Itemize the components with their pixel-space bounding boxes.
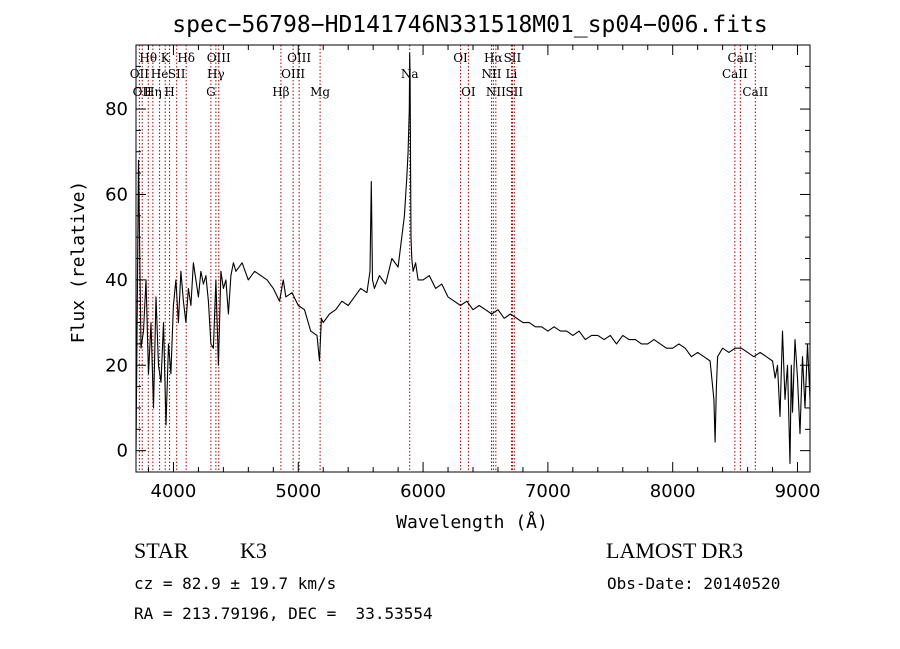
line-marker-label: Hθ: [139, 51, 157, 65]
emission-line-markers: [138, 45, 756, 472]
survey-name: LAMOST DR3: [606, 538, 744, 563]
x-axis-ticks: 4000 5000 6000 7000 8000 9000: [147, 45, 821, 502]
coordinates-text: RA = 213.79196, DEC = 33.53554: [134, 604, 433, 623]
line-marker-label: SII: [504, 51, 522, 65]
x-axis-label: Wavelength (Å): [396, 511, 548, 533]
x-tick-label: 8000: [650, 481, 696, 502]
y-tick-label: 0: [117, 441, 128, 462]
x-tick-label: 7000: [525, 481, 571, 502]
line-marker-label: Hη: [144, 85, 162, 99]
y-tick-label: 40: [105, 270, 128, 291]
y-tick-label: 20: [105, 355, 128, 376]
redshift-text: cz = 82.9 ± 19.7 km/s: [134, 574, 337, 593]
chart-title: spec−56798−HD141746N331518M01_sp04−006.f…: [172, 12, 767, 38]
y-axis-label: Flux (relative): [68, 181, 89, 344]
line-marker-label: Hα: [484, 51, 503, 65]
x-tick-label: 4000: [151, 481, 197, 502]
line-marker-label: Li: [506, 67, 518, 81]
line-marker-label: SII: [505, 85, 523, 99]
y-tick-label: 80: [105, 99, 128, 120]
line-marker-label: H: [164, 85, 174, 99]
flux-series-line: [135, 52, 811, 465]
spectral-subclass: K3: [240, 538, 267, 563]
line-marker-label: CaII: [727, 51, 753, 65]
line-marker-label: Hβ: [272, 85, 289, 99]
obs-date-text: Obs-Date: 20140520: [607, 574, 781, 593]
line-marker-label: Mg: [310, 85, 330, 99]
plot-frame: [135, 44, 811, 473]
x-tick-label: 6000: [400, 481, 446, 502]
line-marker-label: CaII: [722, 67, 748, 81]
line-marker-label: OIII: [287, 51, 311, 65]
line-marker-label: CaII: [742, 85, 768, 99]
line-marker-label: K: [161, 51, 171, 65]
line-marker-label: NII: [486, 85, 506, 99]
x-tick-label: 9000: [775, 481, 821, 502]
line-marker-label: OII: [130, 67, 150, 81]
y-tick-label: 60: [105, 184, 128, 205]
x-tick-label: 5000: [275, 481, 321, 502]
line-marker-label: SII: [168, 67, 186, 81]
line-marker-label: G: [206, 85, 216, 99]
line-marker-label: OI: [453, 51, 468, 65]
line-marker-label: NII: [481, 67, 501, 81]
line-marker-label: OII: [133, 85, 153, 99]
line-marker-label: OIII: [207, 51, 231, 65]
object-class: STAR: [134, 538, 189, 563]
line-marker-label: OIII: [281, 67, 305, 81]
line-marker-label: Hδ: [177, 51, 195, 65]
line-marker-label: He: [151, 67, 169, 81]
line-marker-label: Hγ: [207, 67, 225, 81]
line-marker-label: OI: [461, 85, 476, 99]
y-axis-ticks: 0 20 40 60 80: [105, 44, 810, 473]
emission-line-labels: OIIOIIHθHηHeKHSIIHδGHγOIIIHβOIIIOIIIMgNa…: [130, 51, 769, 99]
